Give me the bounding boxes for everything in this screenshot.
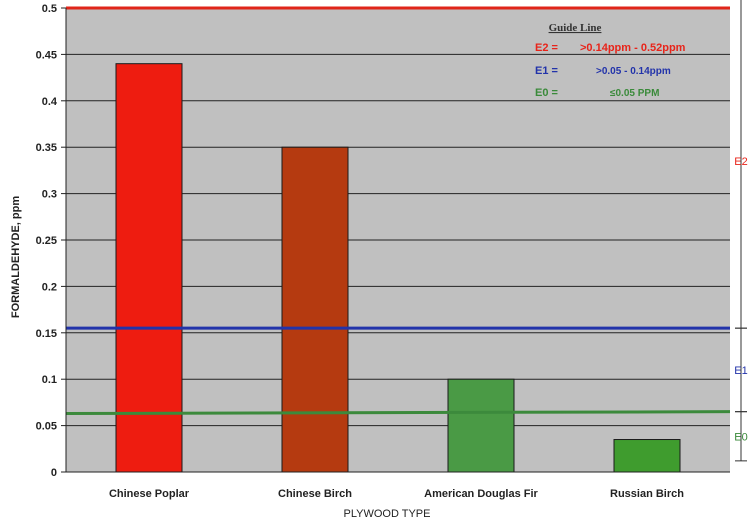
x-axis-ticks: Chinese Poplar Chinese Birch American Doug…: [109, 488, 684, 500]
y-tick-label: 0.3: [42, 189, 57, 201]
guide-e0-code: E0 =: [535, 87, 558, 99]
bar: [447, 378, 515, 473]
reference-line: [65, 410, 731, 416]
bar: [613, 439, 681, 473]
bar: [115, 63, 183, 473]
y-tick-label: 0.15: [36, 328, 57, 340]
y-tick-label: 0: [51, 467, 57, 479]
y-tick-label: 0.05: [36, 421, 57, 433]
y-tick-label: 0.25: [36, 235, 57, 247]
guide-legend: Guide Line E2 = >0.14ppm - 0.52ppm E1 = …: [535, 22, 686, 99]
x-tick-label: Chinese Poplar: [109, 488, 190, 500]
guide-e0-range: ≤0.05 PPM: [610, 88, 659, 99]
guide-e1-range: >0.05 - 0.14ppm: [596, 66, 671, 77]
y-axis-ticks: 0 0.05 0.1 0.15 0.2 0.25 0.3 0.35 0.4 0.45 0.5: [36, 3, 730, 479]
x-tick-label: American Douglas Fir: [424, 488, 538, 500]
y-tick-label: 0.45: [36, 49, 57, 61]
x-tick-label: Chinese Birch: [278, 488, 352, 500]
y-tick-label: 0.4: [42, 96, 58, 108]
y-tick-label: 0.5: [42, 3, 57, 15]
guide-bands: E2 E1 E0: [734, 0, 748, 462]
band-label: E2: [734, 156, 747, 168]
band-label: E0: [734, 431, 747, 443]
band-label: E1: [734, 365, 747, 377]
y-tick-label: 0.35: [36, 142, 57, 154]
guide-title: Guide Line: [549, 22, 602, 34]
guide-e2-range: >0.14ppm - 0.52ppm: [580, 42, 686, 54]
guide-e2-code: E2 =: [535, 42, 558, 54]
y-tick-label: 0.1: [42, 374, 57, 386]
guide-e1-code: E1 =: [535, 65, 558, 77]
x-tick-label: Russian Birch: [610, 488, 684, 500]
y-tick-label: 0.2: [42, 281, 57, 293]
y-axis-label: FORMALDEHYDE, ppm: [10, 196, 22, 318]
x-axis-label: PLYWOOD TYPE: [343, 508, 430, 520]
reference-lines: [65, 6, 731, 416]
bars: [115, 63, 681, 473]
bar: [281, 146, 349, 473]
